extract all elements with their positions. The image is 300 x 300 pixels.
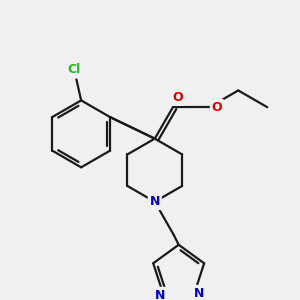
Text: O: O (212, 101, 222, 114)
Text: O: O (172, 91, 183, 104)
Text: N: N (155, 289, 165, 300)
Text: N: N (194, 287, 204, 300)
Text: Cl: Cl (67, 63, 80, 76)
Text: N: N (150, 195, 160, 208)
